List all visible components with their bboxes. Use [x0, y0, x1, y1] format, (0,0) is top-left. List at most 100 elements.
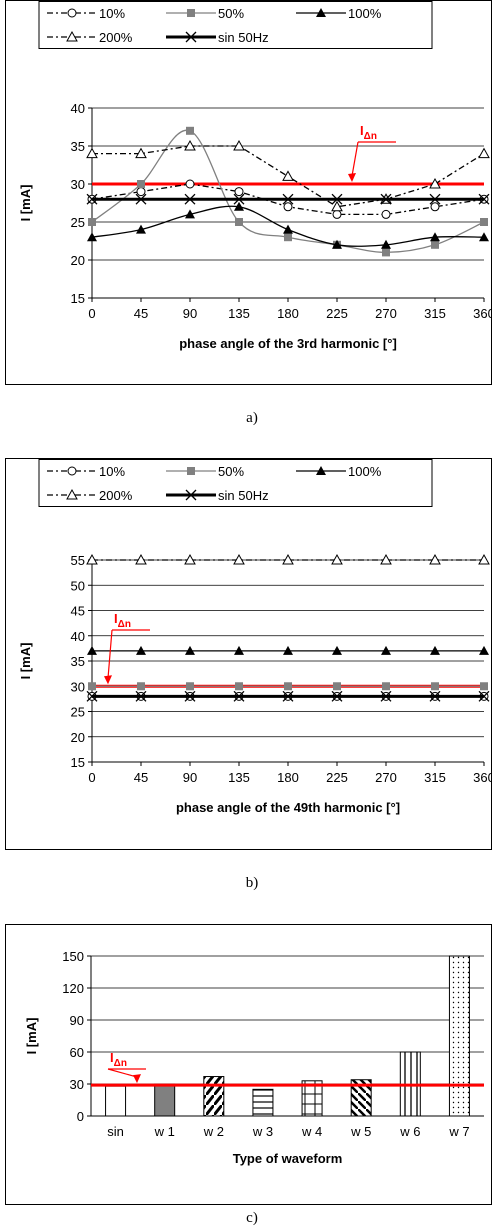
chart-b-series-point-1: [480, 682, 488, 691]
chart-a-legend-marker-3: [66, 30, 78, 42]
chart-a-series-point-0: [332, 209, 342, 219]
chart-b-series-point-3: [478, 553, 490, 565]
chart-c-threshold-label: IΔn: [107, 1050, 146, 1084]
bar-chart-waveforms: 0 30 60 90 120 150 sin w 1 w 2 w 3 w 4 w 5 w 6 w 7 I […: [24, 949, 484, 1166]
chart-b-threshold-label: IΔn: [104, 611, 150, 685]
line-chart-49th-harmonic: 10% 50% 100% 200% sin 50Hz 15 20 25 30 35 40 45 50 55…: [18, 459, 495, 815]
chart-c-bar-w3: [252, 1088, 274, 1117]
chart-a-series-point-3: [331, 200, 343, 212]
chart-b-ytick-label: 55: [71, 553, 85, 568]
chart-b-ytick-label: 50: [71, 578, 85, 593]
chart-a-series-point-4: [478, 193, 490, 205]
chart-a-series-point-3: [478, 147, 490, 159]
chart-c-xtick-label: w 5: [350, 1124, 371, 1139]
chart-b-series-point-3: [331, 553, 343, 565]
chart-b-series-point-2: [479, 645, 489, 655]
chart-b-series-point-4: [282, 690, 294, 702]
chart-a-threshold-arrow-line: [351, 141, 359, 177]
chart-b-series-point-2: [381, 645, 391, 655]
chart-b-series-point-1: [88, 682, 96, 691]
chart-c-xtick-label: w 4: [301, 1124, 322, 1139]
chart-b-series-point-3: [86, 553, 98, 565]
chart-b-series-point-1: [382, 682, 390, 691]
chart-b-legend-label-3: 200%: [99, 488, 133, 503]
chart-a-series-point-2: [430, 232, 440, 242]
chart-a-threshold-label: IΔn: [348, 123, 396, 182]
chart-a-legend-label-4: sin 50Hz: [218, 30, 269, 45]
chart-a-xtick-label: 45: [134, 306, 148, 321]
chart-c-bar-sin: [105, 1085, 127, 1117]
chart-c-threshold-label-text: IΔn: [110, 1050, 127, 1069]
chart-b-ytick-label: 20: [71, 730, 85, 745]
line-chart-3rd-harmonic: 10% 50% 100% 200% sin 50Hz 15 20 25 30 35 40 0 45 90 1…: [18, 1, 495, 351]
chart-a-series-point-0: [185, 179, 195, 189]
caption-b: b): [245, 875, 259, 891]
chart-b-xtick-label: 360: [473, 770, 491, 785]
chart-a-xtick-label: 0: [88, 306, 95, 321]
chart-b-threshold-label-text: IΔn: [114, 611, 131, 630]
chart-c-bar-w7: [448, 955, 470, 1117]
chart-a-series-point-1: [235, 218, 243, 226]
caption-a: a): [246, 410, 258, 426]
chart-a-xtick-label: 360: [473, 306, 491, 321]
chart-b-series-point-4: [429, 690, 441, 702]
chart-a-series-point-2: [185, 209, 195, 219]
chart-a-legend-marker-2: [316, 8, 326, 17]
chart-b-series-point-2: [332, 645, 342, 655]
chart-a-threshold-arrow-head: [348, 173, 356, 182]
chart-b-series-point-4: [135, 690, 147, 702]
chart-a-xtick-label: 315: [424, 306, 446, 321]
chart-b-legend-marker-0: [67, 466, 77, 476]
chart-c-ytick-label: 60: [70, 1045, 84, 1060]
chart-a-series-point-1: [480, 218, 488, 226]
chart-a-legend: 10% 50% 100% 200% sin 50Hz: [38, 1, 433, 49]
chart-a-ytick-label: 40: [71, 101, 85, 116]
chart-b-legend-label-0: 10%: [99, 464, 125, 479]
chart-a-series-point-2: [381, 239, 391, 249]
chart-b-threshold-arrow-head: [104, 675, 112, 685]
chart-b-series-point-4: [331, 690, 343, 702]
chart-a-series-point-4: [331, 193, 343, 205]
chart-b-series-point-4: [478, 690, 490, 702]
chart-a-y-axis-title: I [mA]: [18, 185, 33, 222]
chart-a-ytick-label: 35: [71, 139, 85, 154]
chart-b-xtick-label: 0: [88, 770, 95, 785]
chart-b-ytick-label: 45: [71, 604, 85, 619]
chart-a-series-point-0: [430, 202, 440, 212]
chart-b-ytick-label: 15: [71, 755, 85, 770]
chart-b-legend-marker-1: [187, 467, 195, 475]
chart-b-xtick-label: 225: [326, 770, 348, 785]
chart-c-threshold-arrow-line: [107, 1068, 138, 1078]
chart-b-ytick-label: 30: [71, 679, 85, 694]
chart-b-legend-box: [38, 459, 433, 507]
chart-c-bar-w4: [301, 1080, 323, 1117]
chart-b-legend-label-1: 50%: [218, 464, 244, 479]
chart-a-series-point-2: [87, 232, 97, 242]
chart-a-ytick-label: 25: [71, 215, 85, 230]
chart-b-series-point-1: [137, 682, 145, 691]
chart-b-xtick-label: 180: [277, 770, 299, 785]
chart-a-series-point-0: [283, 202, 293, 212]
chart-a-legend-label-1: 50%: [218, 6, 244, 21]
chart-a-ytick-label: 15: [71, 291, 85, 306]
chart-c-xtick-label: w 6: [399, 1124, 420, 1139]
chart-a-series-point-1: [137, 180, 145, 188]
chart-a-ytick-label: 30: [71, 177, 85, 192]
chart-c-y-axis-title: I [mA]: [24, 1018, 39, 1055]
chart-b-ytick-label: 25: [71, 705, 85, 720]
chart-b-series-point-3: [380, 553, 392, 565]
chart-b-threshold-arrow-line: [107, 629, 113, 679]
chart-panel-b: 10% 50% 100% 200% sin 50Hz 15 20 25 30 35 40 45 50 55…: [5, 458, 495, 850]
chart-a-series-point-0: [381, 209, 391, 219]
chart-c-x-axis-title: Type of waveform: [233, 1151, 343, 1166]
chart-a-series-point-3: [184, 139, 196, 151]
chart-b-ytick-label: 35: [71, 654, 85, 669]
chart-c-bar-w5: [350, 1079, 372, 1117]
chart-a-series-point-4: [282, 193, 294, 205]
chart-a-series-point-2: [332, 239, 342, 249]
chart-b-series-point-1: [333, 682, 341, 691]
chart-b-series-point-2: [283, 645, 293, 655]
chart-a-series-point-1: [284, 233, 292, 242]
chart-b-series-point-3: [233, 553, 245, 565]
chart-a-x-axis-title: phase angle of the 3rd harmonic [°]: [179, 336, 397, 351]
